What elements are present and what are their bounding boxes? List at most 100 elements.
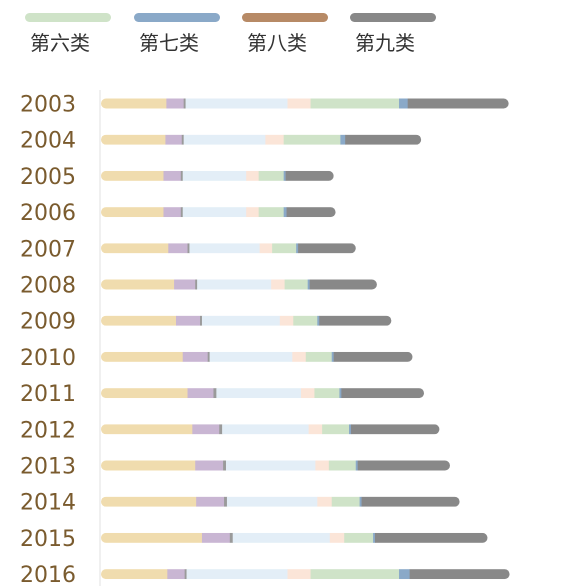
y-tick-label-2013: 2013: [20, 455, 76, 480]
bar-segment-2004-3: [181, 134, 184, 145]
bar-segment-2004-2: [165, 134, 183, 145]
bar-segment-2007-6: [272, 243, 297, 254]
bar-segment-2003-2: [166, 98, 184, 109]
bar-segment-2003-5: [287, 98, 311, 109]
y-tick-label-2003: 2003: [20, 93, 76, 118]
y-tick-label-2004: 2004: [20, 129, 76, 154]
bar-segment-2003-1: [101, 98, 167, 109]
bar-segment-2009-5: [279, 315, 294, 326]
bar-segment-2009-6: [293, 315, 318, 326]
bar-segment-2010-5: [292, 351, 307, 362]
bar-segment-2014-1: [101, 496, 197, 507]
bar-segment-2010-3: [207, 351, 210, 362]
bar-segment-2009-4: [201, 315, 281, 326]
bar-segment-2007-8: [298, 243, 356, 254]
bar-segment-2014-8: [361, 496, 460, 507]
bar-segment-2007-1: [101, 243, 169, 254]
bar-segment-2012-8: [350, 424, 440, 435]
y-tick-label-2005: 2005: [20, 165, 76, 190]
bar-row-2014: [101, 496, 460, 507]
bar-row-2006: [101, 207, 336, 218]
bar-row-2012: [101, 424, 440, 435]
y-tick-label-2008: 2008: [20, 274, 76, 299]
bar-segment-2003-3: [183, 98, 186, 109]
bar-row-2004: [101, 134, 422, 145]
bar-segment-2007-7: [296, 243, 299, 254]
bar-segment-2006-3: [180, 207, 184, 218]
bar-segment-2016-2: [167, 569, 185, 580]
bar-segment-2009-7: [317, 315, 320, 326]
bar-segment-2005-5: [246, 170, 259, 181]
bar-row-2013: [101, 460, 450, 471]
bar-segment-2008-7: [307, 279, 310, 290]
bar-segment-2009-1: [101, 315, 177, 326]
bar-segment-2006-8: [286, 207, 336, 218]
legend-swatch-3: [242, 13, 328, 22]
y-tick-labels: 2003 2004 2005 2006 2007 2008 2009 2010 2011 2012…: [20, 93, 76, 586]
bar-segment-2014-4: [226, 496, 318, 507]
bar-segment-2005-4: [182, 170, 247, 181]
bar-row-2011: [101, 388, 425, 399]
bar-segment-2004-5: [265, 134, 284, 145]
bar-segment-2014-3: [224, 496, 228, 507]
y-tick-label-2016: 2016: [20, 563, 76, 586]
legend-label-3: 第八类: [247, 31, 307, 55]
legend-label-1: 第六类: [30, 31, 90, 55]
bar-segment-2005-3: [180, 170, 184, 181]
legend-label-4: 第九类: [355, 31, 415, 55]
bar-segment-2011-6: [314, 388, 340, 399]
bar-segment-2016-4: [186, 569, 288, 580]
bar-segment-2008-5: [271, 279, 285, 290]
bar-segment-2013-2: [195, 460, 224, 471]
bar-segment-2013-7: [355, 460, 358, 471]
bar-segment-2014-5: [317, 496, 333, 507]
bar-segment-2012-7: [349, 424, 352, 435]
bar-segment-2005-2: [163, 170, 182, 181]
bar-segment-2011-8: [341, 388, 425, 399]
legend: 第六类 第七类 第八类 第九类: [25, 13, 436, 55]
bar-segment-2011-3: [213, 388, 217, 399]
y-tick-label-2009: 2009: [20, 310, 76, 335]
bar-segment-2012-4: [222, 424, 309, 435]
bar-segment-2016-3: [184, 569, 187, 580]
bar-row-2007: [101, 243, 356, 254]
bar-segment-2013-8: [357, 460, 450, 471]
bar-row-2010: [101, 351, 413, 362]
bar-segment-2016-1: [101, 569, 168, 580]
legend-label-2: 第七类: [139, 31, 199, 55]
bar-segment-2012-1: [101, 424, 193, 435]
bar-segment-2011-1: [101, 388, 188, 399]
bar-segment-2006-5: [246, 207, 259, 218]
bars: [101, 98, 510, 580]
bar-segment-2003-6: [310, 98, 400, 109]
bar-segment-2005-6: [258, 170, 284, 181]
bar-segment-2007-3: [187, 243, 190, 254]
bar-segment-2014-7: [359, 496, 362, 507]
bar-segment-2010-6: [305, 351, 333, 362]
bar-segment-2005-8: [285, 170, 334, 181]
bar-segment-2011-2: [187, 388, 214, 399]
bar-segment-2007-2: [168, 243, 188, 254]
bar-row-2003: [101, 98, 509, 109]
bar-segment-2010-7: [331, 351, 334, 362]
bar-segment-2008-3: [195, 279, 198, 290]
bar-segment-2007-4: [189, 243, 260, 254]
bar-segment-2004-8: [345, 134, 422, 145]
bar-segment-2009-8: [319, 315, 392, 326]
bar-segment-2015-1: [101, 532, 203, 543]
y-tick-label-2015: 2015: [20, 527, 76, 552]
bar-segment-2015-3: [229, 532, 234, 543]
bar-segment-2015-6: [344, 532, 374, 543]
y-tick-label-2007: 2007: [20, 237, 76, 262]
bar-segment-2008-4: [197, 279, 272, 290]
bar-segment-2015-2: [201, 532, 231, 543]
bar-segment-2016-5: [287, 569, 311, 580]
bar-segment-2014-6: [331, 496, 360, 507]
bar-segment-2004-1: [101, 134, 166, 145]
bar-segment-2006-6: [258, 207, 284, 218]
bar-segment-2010-1: [101, 351, 184, 362]
bar-segment-2006-4: [182, 207, 247, 218]
y-tick-label-2012: 2012: [20, 418, 76, 443]
bar-segment-2016-7: [399, 569, 410, 580]
